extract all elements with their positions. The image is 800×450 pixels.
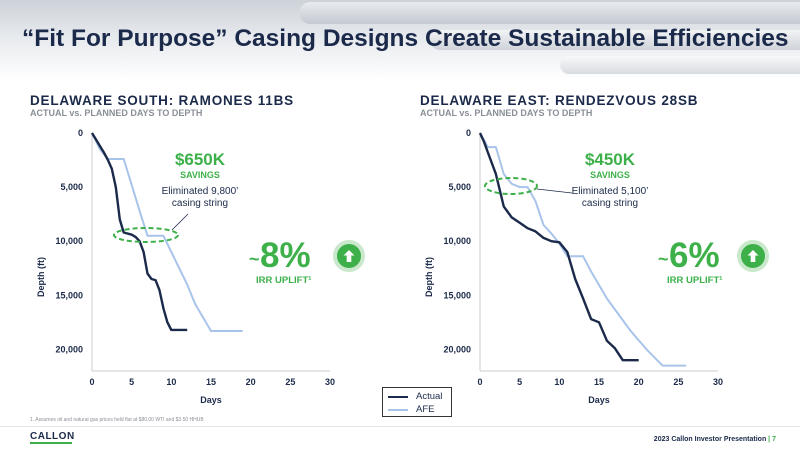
annotation-leader-line xyxy=(171,213,189,231)
left-irr-value: 8% xyxy=(260,236,311,275)
left-savings-label: SAVINGS xyxy=(180,170,220,180)
y-tick-label: 0 xyxy=(466,128,471,138)
banner-pipe-graphic xyxy=(560,56,800,74)
x-tick-label: 5 xyxy=(517,377,522,387)
footer-separator: | xyxy=(766,436,773,443)
banner-pipe-graphic xyxy=(300,2,800,24)
right-panel-title: DELAWARE EAST: RENDEZVOUS 28SB xyxy=(420,93,699,108)
series-line-actual xyxy=(478,132,639,362)
x-axis-label: Days xyxy=(200,395,222,405)
y-tick-label: 20,000 xyxy=(55,344,83,354)
annotation-leader-line xyxy=(536,188,573,194)
x-tick-label: 0 xyxy=(477,377,482,387)
header-banner xyxy=(0,0,800,80)
left-annotation-line1: Eliminated 9,800’ xyxy=(161,186,239,197)
company-logo: CALLON xyxy=(30,431,75,442)
left-irr-label: IRR UPLIFT¹ xyxy=(256,275,312,286)
x-tick-label: 15 xyxy=(594,377,604,387)
legend-swatch-actual xyxy=(388,396,408,398)
right-irr-label: IRR UPLIFT¹ xyxy=(667,275,723,286)
y-tick-label: 20,000 xyxy=(443,344,471,354)
footer-bar xyxy=(0,426,800,450)
footer-caption: 2023 Callon Investor Presentation | 7 xyxy=(654,436,776,443)
right-irr-value: 6% xyxy=(669,236,720,275)
right-irr-up-arrow-icon xyxy=(737,240,769,272)
left-savings-amount: $650K xyxy=(174,150,226,169)
x-tick-label: 0 xyxy=(89,377,94,387)
x-tick-label: 15 xyxy=(206,377,216,387)
x-tick-label: 10 xyxy=(554,377,564,387)
y-tick-label: 10,000 xyxy=(55,236,83,246)
left-irr-tilde: ~ xyxy=(249,249,260,269)
casing-highlight-ellipse xyxy=(113,227,179,243)
x-tick-label: 20 xyxy=(634,377,644,387)
y-tick-label: 5,000 xyxy=(60,182,83,192)
y-tick-label: 15,000 xyxy=(55,290,83,300)
series-line-afe xyxy=(91,132,243,332)
legend-label-actual: Actual xyxy=(416,391,443,402)
logo-underline xyxy=(30,442,72,444)
x-axis-label: Days xyxy=(588,395,610,405)
x-tick-label: 30 xyxy=(713,377,723,387)
footnote: 1. Assumes oil and natural gas prices he… xyxy=(30,417,204,423)
series-line-afe xyxy=(479,132,687,367)
right-savings-amount: $450K xyxy=(584,150,636,169)
banner-pipe-graphic xyxy=(430,30,800,50)
y-tick-label: 10,000 xyxy=(443,236,471,246)
up-arrow-icon xyxy=(343,250,355,262)
x-tick-label: 30 xyxy=(325,377,335,387)
x-tick-label: 10 xyxy=(166,377,176,387)
x-tick-label: 25 xyxy=(673,377,683,387)
left-annotation-line2: casing string xyxy=(171,198,229,209)
y-tick-label: 0 xyxy=(78,128,83,138)
y-axis-label: Depth (ft) xyxy=(424,257,434,297)
casing-highlight-ellipse xyxy=(484,177,538,195)
y-axis-label: Depth (ft) xyxy=(36,257,46,297)
up-arrow-icon xyxy=(747,250,759,262)
x-tick-label: 5 xyxy=(129,377,134,387)
page-number: 7 xyxy=(772,436,776,443)
chart-legend: Actual AFE xyxy=(382,387,452,417)
right-annotation-line2: casing string xyxy=(581,198,639,209)
page-title: “Fit For Purpose” Casing Designs Create … xyxy=(22,25,789,52)
legend-label-afe: AFE xyxy=(416,404,435,415)
footer-title: 2023 Callon Investor Presentation xyxy=(653,436,767,443)
left-casing-annotation: Eliminated 9,800’ casing string xyxy=(145,186,255,210)
right-casing-annotation: Eliminated 5,100’ casing string xyxy=(555,186,665,210)
left-irr-up-arrow-icon xyxy=(333,240,365,272)
y-tick-label: 15,000 xyxy=(443,290,471,300)
right-annotation-line1: Eliminated 5,100’ xyxy=(571,186,649,197)
right-savings-label: SAVINGS xyxy=(590,170,630,180)
legend-swatch-afe xyxy=(388,409,408,411)
right-panel-subtitle: ACTUAL vs. PLANNED DAYS TO DEPTH xyxy=(420,108,593,118)
right-irr-tilde: ~ xyxy=(658,249,669,269)
left-panel-title: DELAWARE SOUTH: RAMONES 11BS xyxy=(30,93,294,108)
left-panel-subtitle: ACTUAL vs. PLANNED DAYS TO DEPTH xyxy=(30,108,203,118)
x-tick-label: 25 xyxy=(285,377,295,387)
series-line-actual xyxy=(90,132,188,332)
x-tick-label: 20 xyxy=(246,377,256,387)
y-tick-label: 5,000 xyxy=(448,182,471,192)
